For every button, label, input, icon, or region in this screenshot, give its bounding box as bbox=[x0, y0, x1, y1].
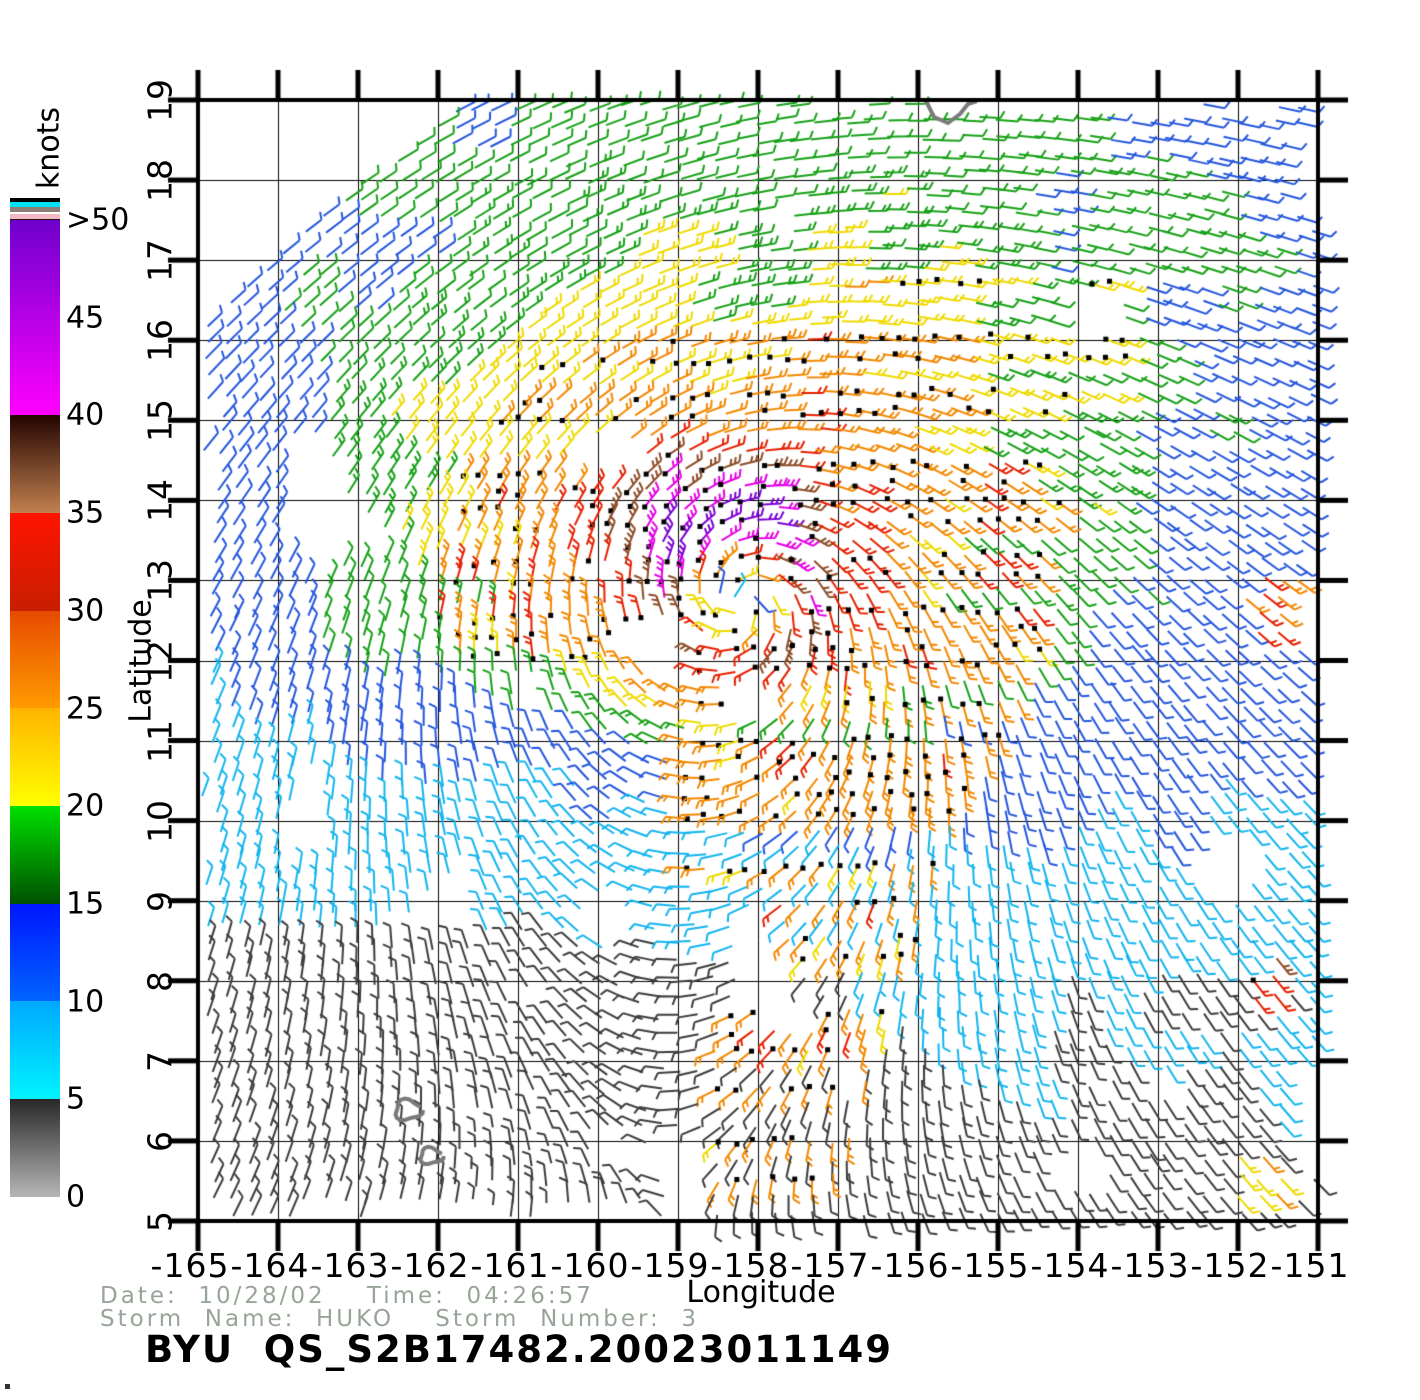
date-time-line: Date: 10/28/02 Time: 04:26:57 bbox=[100, 1283, 594, 1309]
x-tick-label: -156 bbox=[870, 1246, 950, 1285]
colorbar-tick-label: 5 bbox=[66, 1081, 86, 1117]
y-tick-label: 16 bbox=[140, 318, 180, 363]
x-tick-label: -164 bbox=[230, 1246, 310, 1285]
x-tick-label: -151 bbox=[1270, 1246, 1350, 1285]
figure-title: BYU QS_S2B17482.20023011149 bbox=[145, 1328, 893, 1371]
y-tick-label: 8 bbox=[140, 969, 180, 992]
storm-info-line: Storm Name: HUKO Storm Number: 3 bbox=[100, 1306, 700, 1332]
colorbar-tick-label: 20 bbox=[66, 788, 105, 824]
x-tick-label: -159 bbox=[630, 1246, 710, 1285]
y-tick-label: 6 bbox=[140, 1129, 180, 1152]
colorbar-stripe bbox=[10, 214, 60, 219]
y-tick-label: 19 bbox=[140, 78, 180, 122]
colorbar-tick-label: 40 bbox=[66, 397, 105, 433]
colorbar-tick-label: 10 bbox=[66, 984, 105, 1020]
colorbar-stripe bbox=[10, 202, 60, 207]
x-tick-label: -158 bbox=[710, 1246, 790, 1285]
colorbar-tick-label: >50 bbox=[66, 202, 130, 238]
x-tick-label: -165 bbox=[150, 1246, 230, 1285]
x-tick-label: -160 bbox=[550, 1246, 630, 1285]
x-tick-label: -155 bbox=[950, 1246, 1030, 1285]
x-tick-label: -154 bbox=[1030, 1246, 1110, 1285]
colorbar-tick-label: 30 bbox=[66, 593, 105, 629]
x-tick-label: -161 bbox=[470, 1246, 550, 1285]
colorbar-tick-label: 0 bbox=[66, 1179, 86, 1215]
y-tick-label: 11 bbox=[140, 718, 180, 763]
y-tick-label: 9 bbox=[140, 889, 180, 912]
colorbar-stripe bbox=[10, 198, 60, 202]
colorbar-title: knots bbox=[31, 106, 67, 190]
x-tick-label: -152 bbox=[1190, 1246, 1270, 1285]
y-tick-label: 15 bbox=[140, 398, 180, 443]
colorbar-stripe bbox=[10, 219, 60, 220]
x-tick-label: -157 bbox=[790, 1246, 870, 1285]
y-tick-label: 14 bbox=[140, 478, 180, 523]
x-tick-label: -163 bbox=[310, 1246, 390, 1285]
y-tick-label: 17 bbox=[140, 238, 180, 283]
y-tick-label: 7 bbox=[140, 1049, 180, 1072]
colorbar-tick-label: 45 bbox=[66, 300, 105, 336]
y-tick-label: 18 bbox=[140, 158, 180, 203]
x-tick-label: -162 bbox=[390, 1246, 470, 1285]
y-tick-label: 5 bbox=[140, 1210, 180, 1232]
colorbar-stripe bbox=[10, 212, 60, 214]
colorbar-tick-label: 15 bbox=[66, 886, 105, 922]
colorbar-tick-label: 25 bbox=[66, 691, 105, 726]
stray-dot bbox=[5, 1384, 10, 1389]
colorbar-gradient bbox=[10, 220, 60, 1197]
x-tick-label: -153 bbox=[1110, 1246, 1190, 1285]
y-tick-label: 13 bbox=[140, 558, 180, 603]
x-axis-title: Longitude bbox=[686, 1275, 836, 1310]
y-axis-title: Latitude bbox=[123, 598, 159, 723]
y-tick-label: 10 bbox=[140, 798, 180, 843]
colorbar-stripe bbox=[10, 207, 60, 212]
colorbar-tick-label: 35 bbox=[66, 495, 105, 531]
